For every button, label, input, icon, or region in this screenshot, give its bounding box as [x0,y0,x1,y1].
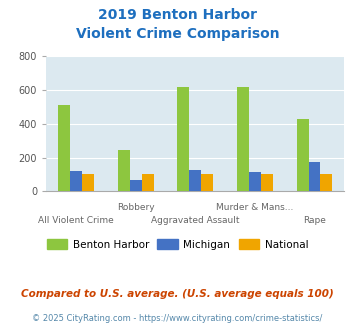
Bar [308,162,321,191]
Bar [70,171,82,191]
Bar [237,87,249,191]
Text: Rape: Rape [303,216,326,225]
Text: Violent Crime Comparison: Violent Crime Comparison [76,27,279,41]
Bar [58,105,70,191]
Text: Compared to U.S. average. (U.S. average equals 100): Compared to U.S. average. (U.S. average … [21,289,334,299]
Bar [130,181,142,191]
Bar [118,150,130,191]
Bar [142,175,153,191]
Text: Murder & Mans...: Murder & Mans... [216,203,294,212]
Bar [321,175,332,191]
Text: © 2025 CityRating.com - https://www.cityrating.com/crime-statistics/: © 2025 CityRating.com - https://www.city… [32,314,323,323]
Bar [249,172,261,191]
Legend: Benton Harbor, Michigan, National: Benton Harbor, Michigan, National [43,235,312,254]
Bar [82,175,94,191]
Bar [297,119,308,191]
Bar [201,175,213,191]
Text: All Violent Crime: All Violent Crime [38,216,114,225]
Bar [189,170,201,191]
Bar [261,175,273,191]
Text: Robbery: Robbery [117,203,154,212]
Text: Aggravated Assault: Aggravated Assault [151,216,240,225]
Bar [178,87,189,191]
Text: 2019 Benton Harbor: 2019 Benton Harbor [98,8,257,22]
